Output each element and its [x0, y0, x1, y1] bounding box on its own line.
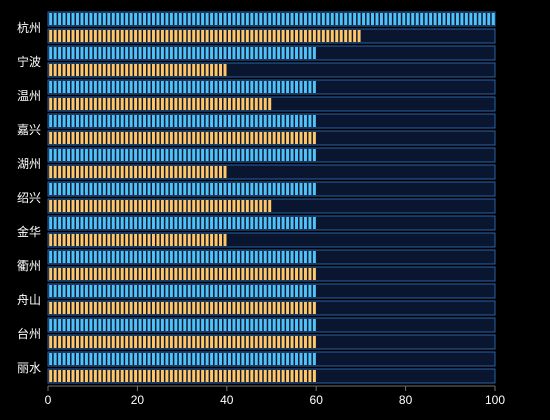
bar-series-2 — [48, 336, 317, 348]
x-tick-label: 60 — [310, 393, 324, 407]
bars — [48, 13, 495, 382]
x-tick-label: 20 — [131, 393, 145, 407]
bar-series-1 — [48, 353, 317, 365]
bar-series-1 — [48, 285, 317, 297]
category-label: 杭州 — [17, 20, 41, 35]
x-axis: 0 20 40 60 80 100 — [45, 385, 505, 407]
bar-series-1 — [48, 183, 317, 195]
bar-series-2 — [48, 98, 272, 110]
bar-series-1 — [48, 217, 317, 229]
bar-series-2 — [48, 370, 317, 382]
x-tick-label: 100 — [485, 393, 505, 407]
bar-series-2 — [48, 234, 227, 246]
x-tick-label: 0 — [45, 393, 52, 407]
bar-series-2 — [48, 132, 317, 144]
category-label: 舟山 — [17, 293, 41, 307]
bar-series-1 — [48, 251, 317, 263]
category-label: 绍兴 — [17, 191, 41, 205]
category-label: 台州 — [17, 326, 41, 341]
bar-series-1 — [48, 115, 317, 127]
bar-series-1 — [48, 47, 317, 59]
category-label: 衢州 — [17, 259, 41, 273]
bar-series-2 — [48, 200, 272, 212]
category-label: 湖州 — [17, 156, 41, 171]
bar-series-1 — [48, 319, 317, 331]
bar-series-2 — [48, 64, 227, 76]
bar-series-1 — [48, 149, 317, 161]
bar-series-1 — [48, 13, 495, 25]
bar-series-2 — [48, 302, 317, 314]
x-tick-label: 40 — [220, 393, 234, 407]
category-label: 金华 — [17, 224, 41, 239]
bar-series-1 — [48, 81, 317, 93]
x-tick-label: 80 — [399, 393, 413, 407]
bar-series-2 — [48, 166, 227, 178]
category-label: 温州 — [17, 89, 41, 103]
category-label: 宁波 — [17, 54, 41, 69]
category-label: 嘉兴 — [17, 123, 41, 137]
category-label: 丽水 — [17, 361, 41, 375]
bar-series-2 — [48, 30, 361, 42]
bar-series-2 — [48, 268, 317, 280]
